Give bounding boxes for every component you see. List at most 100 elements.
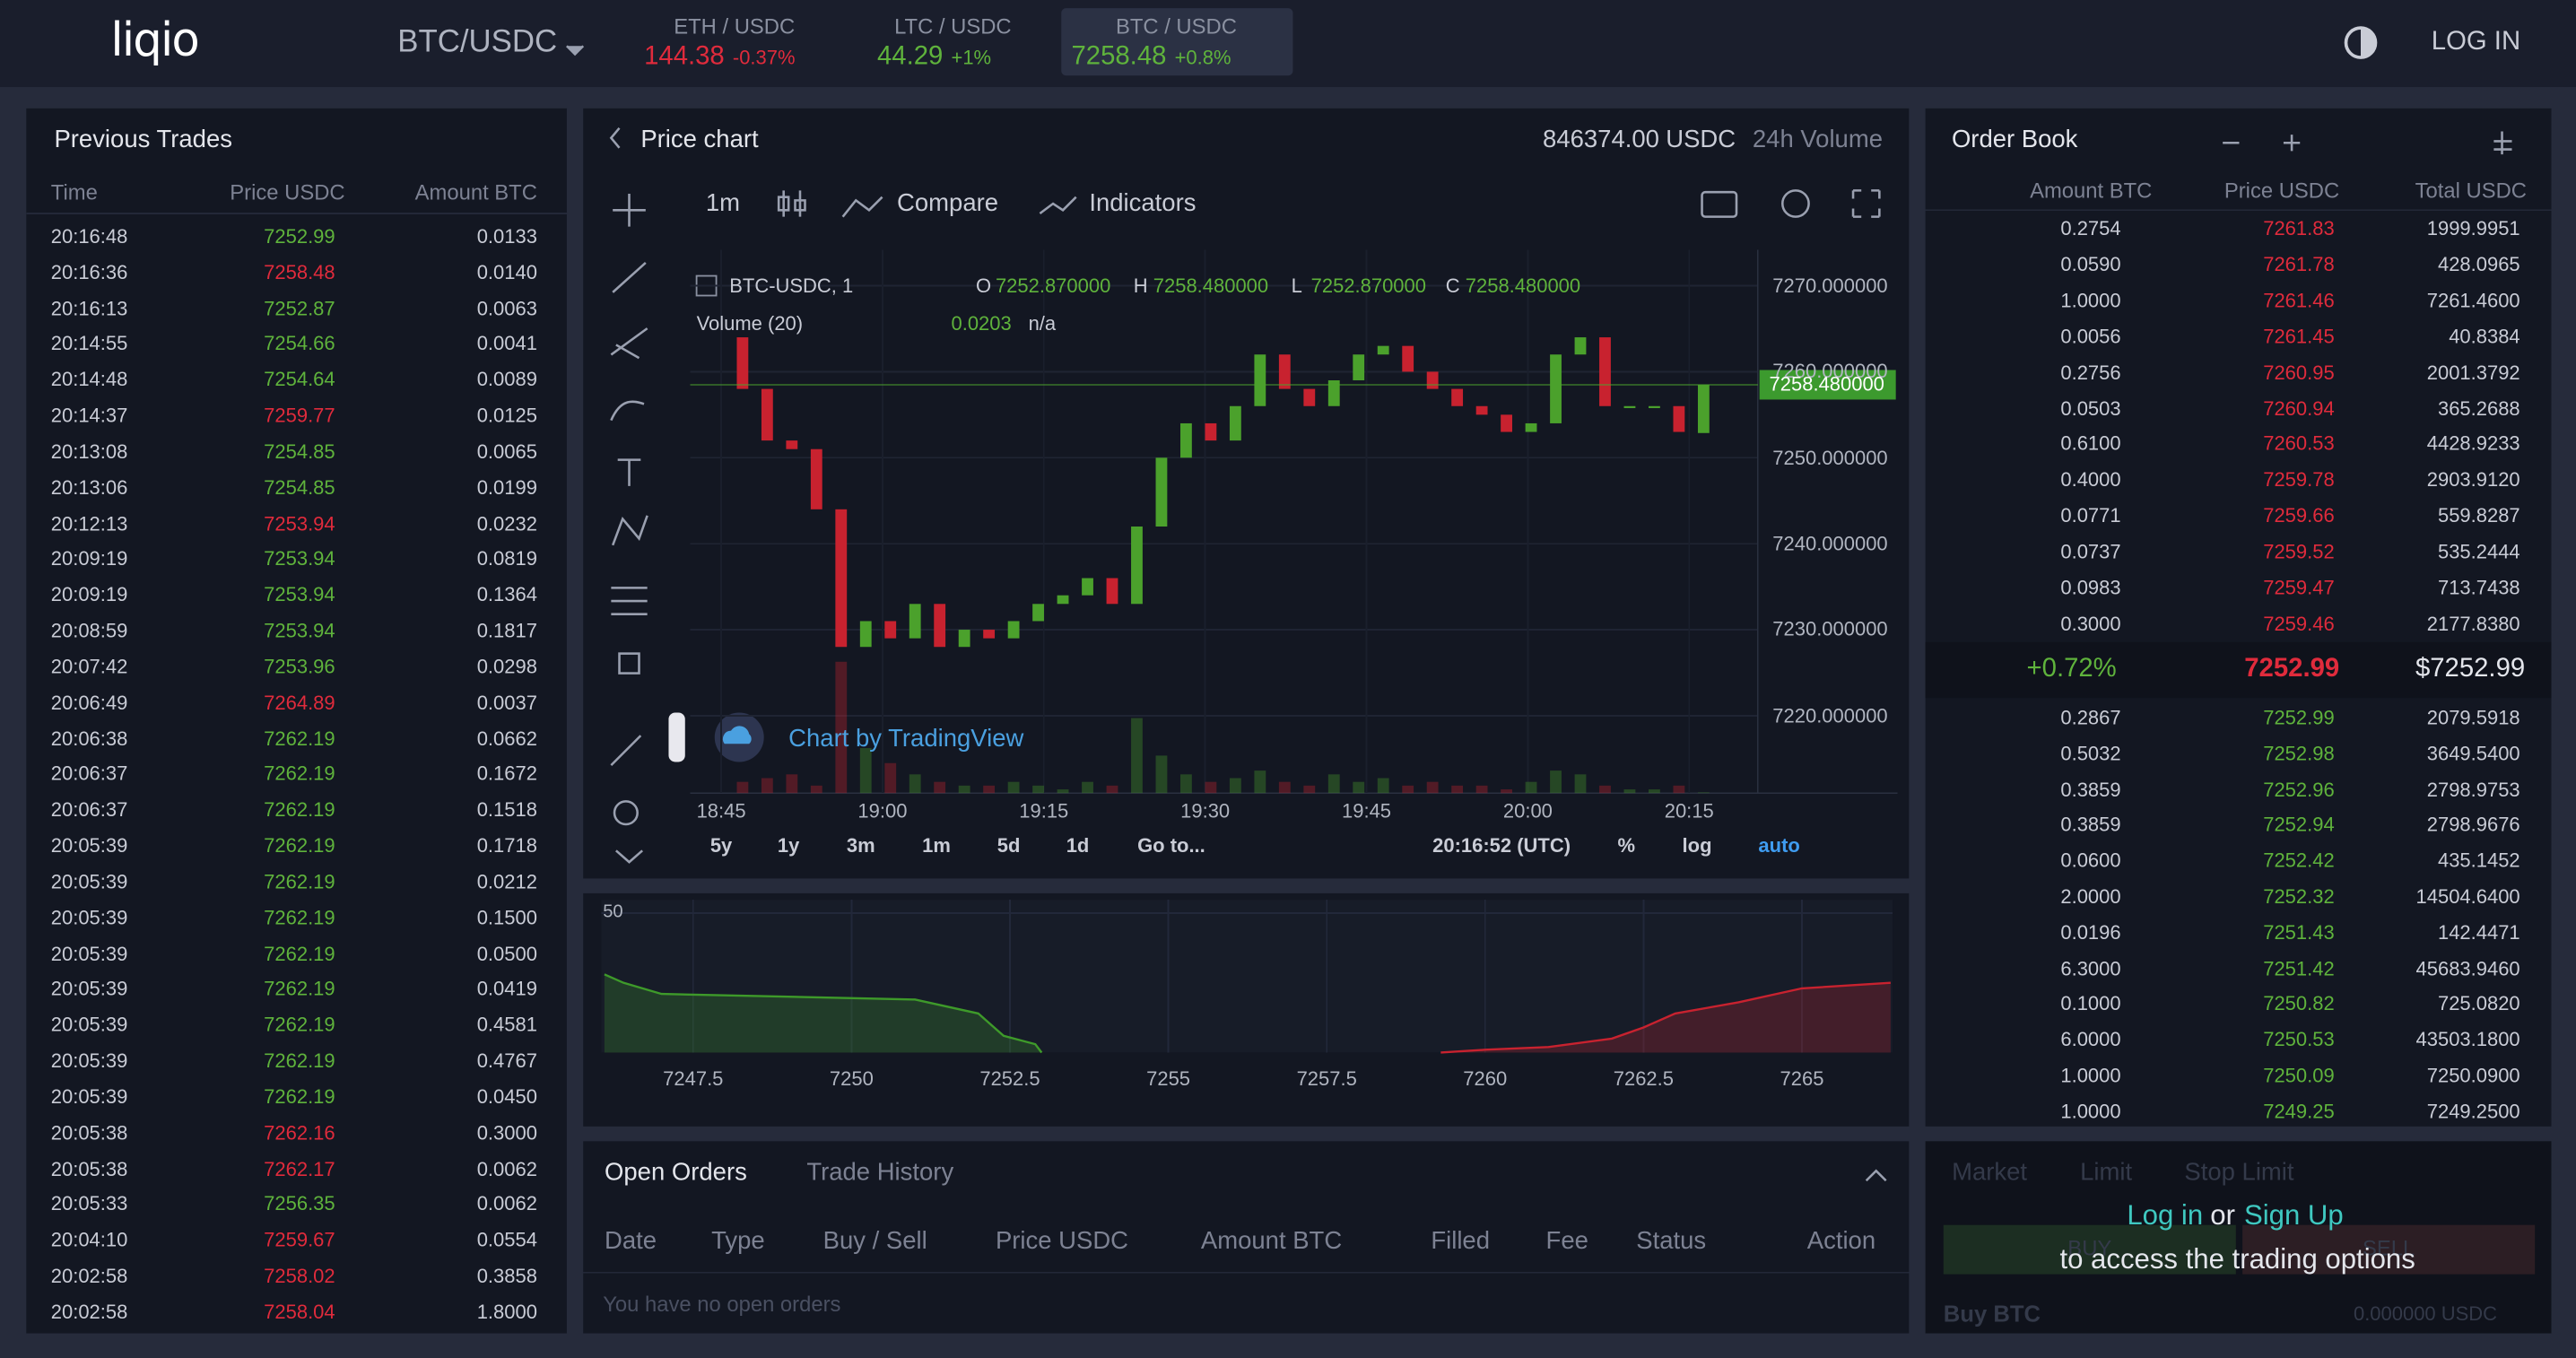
y-tick-label: 7260.000000 [1772, 360, 1888, 384]
snapshot-icon[interactable] [1701, 190, 1738, 218]
tab[interactable]: Stop Limit [2184, 1158, 2294, 1187]
toolbar-interval[interactable]: 1m [705, 189, 740, 218]
book-total: 2001.3792 [2426, 361, 2520, 384]
range-button[interactable]: 1m [922, 833, 951, 857]
tab[interactable]: Market [1952, 1158, 2028, 1187]
column-header: Price USDC [2224, 178, 2340, 204]
column-header: Action [1806, 1227, 1876, 1256]
sell-button[interactable] [2242, 1224, 2536, 1275]
toolbar-compare[interactable]: Compare [897, 189, 999, 218]
tab[interactable]: Trade History [806, 1158, 954, 1187]
legend-volume: Volume (20) [696, 311, 804, 335]
collapse-orders[interactable] [1865, 1169, 1887, 1182]
book-amount: 0.2754 [2060, 216, 2121, 240]
line-tool[interactable] [612, 261, 647, 293]
fullscreen-icon[interactable] [1851, 189, 1881, 218]
signup-link[interactable]: Sign Up [2243, 1199, 2344, 1232]
candle [1451, 388, 1464, 406]
buy-button[interactable] [1943, 1224, 2236, 1275]
legend-symbol: BTC-USDC, 1 [729, 274, 854, 298]
option-button[interactable]: % [1617, 833, 1636, 857]
range-button[interactable]: 5y [709, 833, 733, 857]
fib-tool[interactable] [610, 327, 648, 360]
login-link[interactable]: Log in [2127, 1199, 2204, 1232]
empty-message: You have no open orders [603, 1291, 841, 1317]
trade-time: 20:13:08 [50, 440, 128, 464]
indicators-icon[interactable] [1039, 196, 1077, 215]
tab[interactable]: Open Orders [605, 1158, 747, 1187]
trade-amount: 0.1817 [476, 619, 537, 643]
volume-bar [736, 781, 749, 794]
text-tool[interactable] [617, 458, 641, 486]
trade-time: 20:09:19 [50, 583, 128, 607]
ruler-tool[interactable] [610, 735, 642, 767]
toolbar-indicators[interactable]: Indicators [1089, 189, 1197, 218]
range-button[interactable]: 1y [777, 833, 800, 857]
x-tick-label: 7257.5 [1296, 1066, 1357, 1091]
ticker-change[interactable]: +1% [951, 46, 992, 69]
pair-selector[interactable]: BTC/USDC [397, 25, 558, 60]
ticker-change[interactable]: -0.37% [732, 46, 796, 69]
ticker-pair[interactable]: LTC / USDC [894, 13, 1012, 39]
book-amount: 6.3000 [2060, 956, 2121, 980]
candle [835, 509, 848, 648]
ticker-price[interactable]: 144.38 [644, 42, 725, 71]
shape-tool[interactable] [618, 652, 640, 675]
range-button[interactable]: 5d [996, 833, 1021, 857]
button-label[interactable]: BUY [2067, 1235, 2112, 1261]
candle [859, 621, 872, 648]
trade-amount: 0.1364 [476, 583, 537, 607]
x-tick-label: 20:15 [1664, 799, 1714, 823]
range-button[interactable]: 1d [1066, 833, 1090, 857]
book-price: 7252.42 [2263, 849, 2335, 873]
brush-tool[interactable] [610, 400, 645, 422]
trade-price: 7253.94 [264, 547, 335, 571]
cross-tool[interactable] [613, 194, 646, 227]
settings-icon[interactable] [1781, 189, 1810, 218]
book-total: 7249.2500 [2426, 1100, 2520, 1123]
candle [1697, 384, 1710, 433]
compare-icon[interactable] [841, 196, 883, 218]
book-price: 7259.46 [2263, 612, 2335, 636]
zoom-tool[interactable] [613, 800, 639, 826]
ohlc-label: O [975, 274, 992, 298]
scroll-handle[interactable] [668, 712, 685, 762]
ticker-price[interactable]: 44.29 [876, 42, 944, 71]
volume-bar [1525, 781, 1537, 794]
tab[interactable]: Limit [2080, 1158, 2133, 1187]
range-button[interactable]: 3m [846, 833, 875, 857]
book-zoom[interactable] [2223, 135, 2301, 152]
ticker-price[interactable]: 7258.48 [1071, 42, 1167, 71]
volume-bar [1574, 774, 1587, 794]
ticker-pair[interactable]: ETH / USDC [674, 13, 796, 39]
ticker-change[interactable]: +0.8% [1174, 46, 1231, 69]
balance: 0.000000 USDC [2353, 1301, 2498, 1326]
trade-price: 7254.85 [264, 440, 335, 464]
active-ticker[interactable] [1061, 8, 1293, 76]
measure-tool[interactable] [611, 587, 648, 615]
theme-toggle[interactable] [2344, 26, 2378, 59]
ticker-pair[interactable]: BTC / USDC [1115, 13, 1237, 39]
back-icon[interactable] [609, 126, 621, 149]
candle [1574, 337, 1587, 355]
book-amount: 1.0000 [2060, 1100, 2121, 1123]
candle [1007, 621, 1020, 639]
column-header: Total USDC [2415, 178, 2528, 204]
button-label[interactable]: SELL [2363, 1235, 2415, 1261]
option-button[interactable]: auto [1758, 833, 1800, 857]
candle [1303, 388, 1316, 406]
candle-icon[interactable] [777, 190, 806, 217]
option-button[interactable]: log [1682, 833, 1712, 857]
y-tick-label: 50 [603, 901, 623, 922]
pair-caret[interactable] [565, 45, 585, 57]
column-header: Filled [1431, 1227, 1491, 1256]
volume-bar [1623, 789, 1636, 794]
pattern-tool[interactable] [611, 515, 648, 546]
book-options[interactable] [2493, 131, 2512, 155]
range-button[interactable]: Go to... [1137, 833, 1205, 857]
volume-bar [1475, 785, 1488, 794]
collapse-tools[interactable] [615, 849, 643, 864]
login-link[interactable]: LOG IN [2431, 28, 2521, 57]
book-price: 7252.96 [2263, 778, 2335, 801]
buy-label: Buy BTC [1943, 1300, 2041, 1328]
